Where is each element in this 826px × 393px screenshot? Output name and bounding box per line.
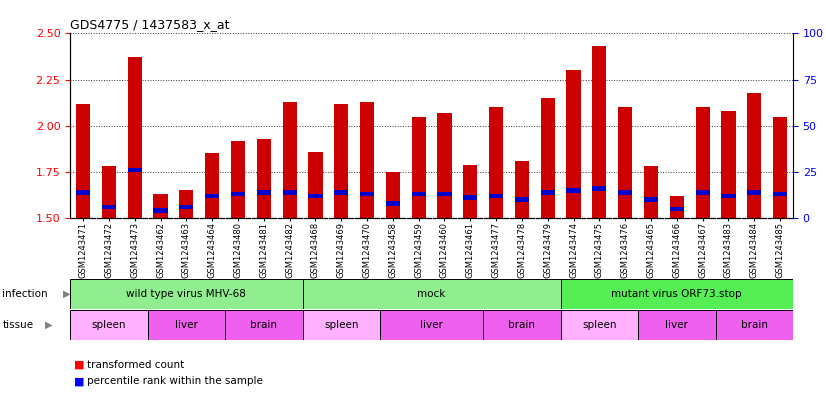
Text: liver: liver <box>420 320 443 330</box>
Bar <box>411 116 425 218</box>
Bar <box>308 152 322 218</box>
Bar <box>282 190 297 195</box>
Text: GDS4775 / 1437583_x_at: GDS4775 / 1437583_x_at <box>70 18 230 31</box>
Bar <box>411 192 425 196</box>
Text: ▶: ▶ <box>63 289 70 299</box>
Text: wild type virus MHV-68: wild type virus MHV-68 <box>126 289 246 299</box>
Bar <box>592 46 606 218</box>
Bar <box>70 310 148 340</box>
Bar <box>76 104 90 218</box>
Bar <box>360 102 374 218</box>
Bar <box>128 57 142 218</box>
Text: spleen: spleen <box>92 320 126 330</box>
Bar <box>515 197 529 202</box>
Bar <box>102 166 116 218</box>
Text: brain: brain <box>509 320 535 330</box>
Bar <box>282 102 297 218</box>
Bar <box>360 192 374 196</box>
Bar <box>618 107 632 218</box>
Bar <box>670 196 684 218</box>
Bar <box>695 190 710 195</box>
Bar <box>644 166 658 218</box>
Bar <box>463 195 477 200</box>
Bar <box>154 194 168 218</box>
Bar <box>76 190 90 195</box>
Bar <box>302 279 561 309</box>
Bar <box>773 116 787 218</box>
Bar <box>335 190 349 195</box>
Bar <box>618 190 632 195</box>
Bar <box>257 190 271 195</box>
Bar <box>489 107 503 218</box>
Text: brain: brain <box>741 320 767 330</box>
Bar <box>721 111 735 218</box>
Bar <box>748 190 762 195</box>
Text: liver: liver <box>666 320 688 330</box>
Bar <box>128 168 142 173</box>
Bar <box>644 197 658 202</box>
Bar <box>179 190 193 218</box>
Bar <box>231 192 245 196</box>
Bar <box>205 153 219 218</box>
Bar <box>302 310 380 340</box>
Bar <box>715 310 793 340</box>
Bar <box>225 310 302 340</box>
Bar <box>567 70 581 218</box>
Bar <box>748 92 762 218</box>
Text: transformed count: transformed count <box>87 360 184 370</box>
Bar <box>205 194 219 198</box>
Text: spleen: spleen <box>582 320 617 330</box>
Bar <box>695 107 710 218</box>
Bar <box>148 310 225 340</box>
Text: ▶: ▶ <box>45 320 53 330</box>
Text: spleen: spleen <box>324 320 358 330</box>
Bar <box>638 310 715 340</box>
Text: tissue: tissue <box>2 320 34 330</box>
Text: brain: brain <box>250 320 278 330</box>
Bar <box>438 192 452 196</box>
Bar <box>380 310 483 340</box>
Bar <box>567 188 581 193</box>
Bar <box>561 310 638 340</box>
Bar <box>541 190 555 195</box>
Bar <box>154 208 168 213</box>
Bar <box>335 104 349 218</box>
Bar <box>70 279 302 309</box>
Text: ■: ■ <box>74 376 85 386</box>
Bar <box>721 194 735 198</box>
Bar <box>463 165 477 218</box>
Bar <box>592 186 606 191</box>
Bar <box>308 194 322 198</box>
Text: mutant virus ORF73.stop: mutant virus ORF73.stop <box>611 289 742 299</box>
Text: percentile rank within the sample: percentile rank within the sample <box>87 376 263 386</box>
Bar <box>489 194 503 198</box>
Bar <box>179 205 193 209</box>
Bar <box>773 192 787 196</box>
Bar <box>483 310 561 340</box>
Bar <box>386 201 400 206</box>
Text: ■: ■ <box>74 360 85 370</box>
Text: infection: infection <box>2 289 48 299</box>
Bar <box>257 139 271 218</box>
Bar <box>438 113 452 218</box>
Bar <box>231 141 245 218</box>
Bar <box>561 279 793 309</box>
Bar <box>102 205 116 209</box>
Bar <box>670 207 684 211</box>
Text: mock: mock <box>417 289 446 299</box>
Text: liver: liver <box>175 320 197 330</box>
Bar <box>386 172 400 218</box>
Bar <box>515 161 529 218</box>
Bar <box>541 98 555 218</box>
